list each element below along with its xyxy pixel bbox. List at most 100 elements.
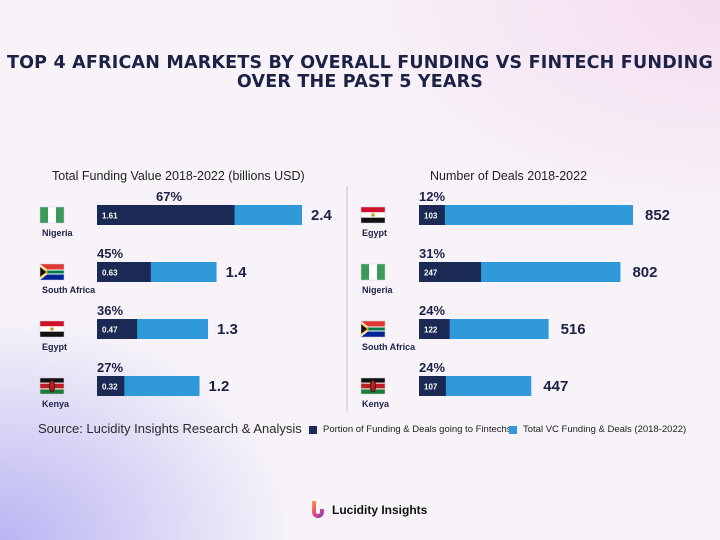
- flag-border: [360, 263, 386, 281]
- south-africa-flag-icon: [39, 263, 65, 281]
- flag-stripe: [361, 329, 385, 337]
- category-label: Nigeria: [42, 228, 74, 238]
- flag-shield: [369, 379, 376, 393]
- bar-row: 247 31% 802 Nigeria: [360, 246, 657, 295]
- total-value-label: 516: [561, 321, 586, 338]
- flag-stripe: [40, 264, 64, 272]
- flag-emblem: [371, 213, 375, 217]
- flag-border: [39, 320, 65, 338]
- total-value-label: 852: [645, 207, 670, 224]
- percent-label: 24%: [419, 303, 445, 318]
- legend-swatch-total: [509, 425, 517, 434]
- percent-label: 31%: [419, 246, 445, 261]
- bar-row: 0.47 36% 1.3 Egypt: [39, 303, 238, 352]
- flag-chevron: [361, 324, 368, 334]
- flag-chevron: [40, 267, 47, 277]
- flag-stripe: [56, 207, 64, 223]
- fintech-bar: [419, 205, 445, 225]
- category-label: Nigeria: [362, 285, 394, 295]
- egypt-flag-icon: [360, 206, 386, 224]
- flag-band: [46, 270, 64, 274]
- flag-stripe: [40, 321, 64, 327]
- total-value-label: 2.4: [311, 207, 333, 224]
- flag-stripe: [361, 321, 385, 329]
- flag-emblem: [50, 327, 54, 331]
- legend-swatch-fintech: [309, 425, 317, 434]
- category-label: South Africa: [362, 342, 416, 352]
- right-chart-subtitle: Number of Deals 2018-2022: [430, 169, 588, 183]
- title-line-1: TOP 4 AFRICAN MARKETS BY OVERALL FUNDING…: [6, 53, 714, 73]
- fintech-bar: [97, 376, 125, 396]
- title-line-2: OVER THE PAST 5 YEARS: [236, 72, 484, 92]
- flag-stripe: [40, 207, 48, 223]
- legend-label-total: Total VC Funding & Deals (2018-2022): [523, 424, 687, 435]
- total-value-label: 802: [632, 264, 657, 281]
- total-value-label: 447: [543, 378, 568, 395]
- fintech-value-label: 247: [424, 269, 438, 278]
- flag-stripe: [361, 207, 385, 213]
- percent-label: 36%: [97, 303, 123, 318]
- category-label: South Africa: [42, 285, 96, 295]
- bar-row: 122 24% 516 South Africa: [360, 303, 586, 352]
- fintech-value-label: 0.32: [102, 383, 118, 392]
- flag-stripe: [40, 272, 64, 280]
- kenya-flag-icon: [360, 377, 386, 395]
- flag-border: [39, 263, 65, 281]
- flag-stripe: [361, 217, 385, 223]
- bar-row: 0.32 27% 1.2 Kenya: [39, 360, 230, 409]
- legend-label-fintech: Portion of Funding & Deals going to Fint…: [323, 424, 512, 435]
- flag-border: [360, 206, 386, 224]
- deals-count-chart: 103 12% 852 Egypt 247 31% 802 Nigeria 122 24% 516 S…: [360, 189, 670, 409]
- flag-shield: [48, 379, 55, 393]
- category-label: Egypt: [362, 228, 387, 238]
- fintech-bar: [97, 319, 138, 339]
- flag-border: [39, 377, 65, 395]
- flag-stripe: [40, 331, 64, 337]
- total-value-label: 1.2: [209, 378, 230, 395]
- brand-name: Lucidity Insights: [332, 503, 428, 517]
- total-bar: [419, 205, 633, 225]
- flag-border: [360, 377, 386, 395]
- fintech-value-label: 1.61: [102, 212, 118, 221]
- kenya-flag-icon: [39, 377, 65, 395]
- percent-label: 24%: [419, 360, 445, 375]
- nigeria-flag-icon: [39, 206, 65, 224]
- flag-border: [39, 206, 65, 224]
- bar-row: 103 12% 852 Egypt: [360, 189, 670, 238]
- fintech-value-label: 122: [424, 326, 438, 335]
- lucidity-logo-icon: [312, 501, 324, 518]
- percent-label: 67%: [156, 189, 182, 204]
- category-label: Kenya: [42, 399, 70, 409]
- flag-stripe: [377, 264, 385, 280]
- bar-row: 0.63 45% 1.4 South Africa: [39, 246, 247, 295]
- fintech-value-label: 0.47: [102, 326, 118, 335]
- percent-label: 27%: [97, 360, 123, 375]
- flag-stripe: [369, 264, 377, 280]
- bar-row: 1.61 67% 2.4 Nigeria: [39, 189, 333, 238]
- bar-row: 107 24% 447 Kenya: [360, 360, 568, 409]
- flag-border: [360, 320, 386, 338]
- nigeria-flag-icon: [360, 263, 386, 281]
- total-bar: [419, 376, 532, 396]
- percent-label: 12%: [419, 189, 445, 204]
- category-label: Kenya: [362, 399, 390, 409]
- source-note: Source: Lucidity Insights Research & Ana…: [38, 421, 302, 436]
- fintech-bar: [419, 262, 482, 282]
- brand-footer: Lucidity Insights: [308, 500, 427, 520]
- percent-label: 45%: [97, 246, 123, 261]
- fintech-bar: [419, 319, 450, 339]
- legend-item-total: Total VC Funding & Deals (2018-2022): [509, 424, 686, 435]
- flag-band: [367, 327, 385, 331]
- egypt-flag-icon: [39, 320, 65, 338]
- flag-stripe: [361, 264, 369, 280]
- fintech-value-label: 103: [424, 212, 438, 221]
- fintech-bar: [97, 205, 235, 225]
- fintech-value-label: 0.63: [102, 269, 118, 278]
- category-label: Egypt: [42, 342, 67, 352]
- fintech-value-label: 107: [424, 383, 438, 392]
- legend-item-fintech: Portion of Funding & Deals going to Fint…: [309, 424, 512, 435]
- left-chart-subtitle: Total Funding Value 2018-2022 (billions …: [52, 169, 305, 183]
- chart-title: TOP 4 AFRICAN MARKETS BY OVERALL FUNDING…: [0, 54, 720, 92]
